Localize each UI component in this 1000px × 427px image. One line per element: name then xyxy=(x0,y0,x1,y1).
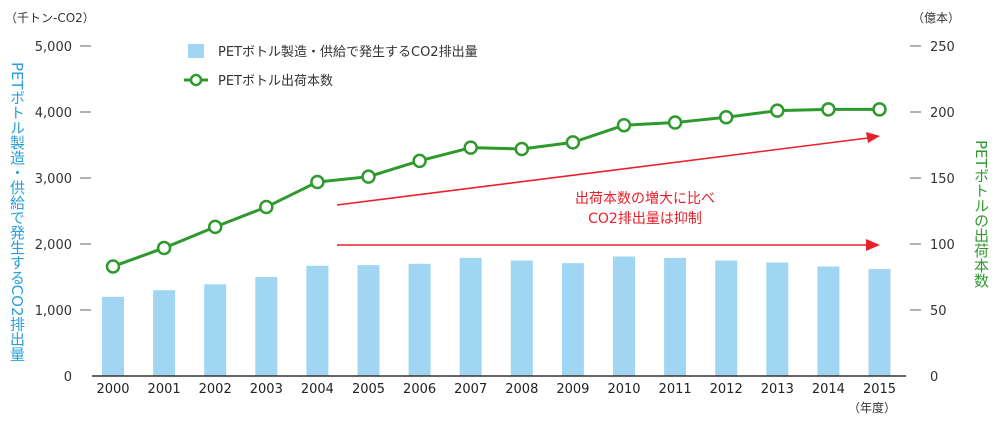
x-tick-label: 2000 xyxy=(96,382,129,397)
right-tick-label: 50 xyxy=(930,304,947,319)
point-2006 xyxy=(412,153,427,169)
bar-2009 xyxy=(561,263,584,376)
point-2012 xyxy=(718,110,734,125)
x-tick-label: 2013 xyxy=(761,382,794,397)
point-2009 xyxy=(565,135,581,150)
legend-bar-label: PETボトル製造・供給で発生するCO2排出量 xyxy=(218,45,478,60)
x-tick-label: 2003 xyxy=(250,382,283,397)
left-tick-label: 4,000 xyxy=(35,106,72,121)
left-axis-label: PETボトル製造・供給で発生するCO2排出量 xyxy=(8,62,26,362)
bar-2010 xyxy=(613,256,635,376)
point-2003 xyxy=(259,199,274,215)
right-tick-label: 100 xyxy=(930,238,955,253)
x-tick-label: 2004 xyxy=(301,382,334,397)
left-tick-label: 5,000 xyxy=(35,40,72,55)
point-2001 xyxy=(156,240,172,256)
x-tick-label: 2012 xyxy=(710,382,743,397)
annotation-line2: CO2排出量は抑制 xyxy=(588,211,702,227)
bar-2006 xyxy=(408,263,431,376)
point-2011 xyxy=(667,115,683,130)
right-tick-label: 200 xyxy=(930,106,955,121)
x-tick-label: 2005 xyxy=(352,382,385,397)
x-tick-label: 2007 xyxy=(454,382,487,397)
point-2007 xyxy=(463,140,478,155)
annotation-arrow-rising xyxy=(336,137,869,206)
right-axis-label: PETボトルの出荷本数 xyxy=(972,140,990,288)
left-tick-label: 0 xyxy=(64,370,72,385)
shipments-line xyxy=(112,107,880,268)
right-axis-unit: （億本） xyxy=(912,11,960,25)
x-tick-label: 2015 xyxy=(863,382,896,397)
bar-2011 xyxy=(664,257,687,376)
x-tick-label: 2010 xyxy=(607,382,640,397)
point-2000 xyxy=(105,259,121,274)
point-2008 xyxy=(514,141,530,157)
legend-bar-swatch xyxy=(188,44,204,58)
legend-line-marker xyxy=(189,73,203,87)
point-2005 xyxy=(361,169,376,184)
x-tick-label: 2008 xyxy=(505,382,538,397)
bar-2002 xyxy=(204,284,227,376)
bar-2003 xyxy=(255,277,278,376)
right-tick-label: 250 xyxy=(930,40,955,55)
annotation-arrowhead-rising xyxy=(866,132,880,143)
right-tick-label: 150 xyxy=(930,172,955,187)
right-tick-label: 0 xyxy=(930,370,938,385)
x-tick-label: 2014 xyxy=(812,382,845,397)
point-2010 xyxy=(616,117,632,133)
x-tick-label: 2001 xyxy=(148,382,181,397)
point-2014 xyxy=(821,102,836,117)
point-2002 xyxy=(207,219,223,235)
left-tick-label: 1,000 xyxy=(35,304,72,319)
bar-2007 xyxy=(459,257,482,376)
x-tick-label: 2009 xyxy=(556,382,589,397)
point-2013 xyxy=(770,103,785,118)
bar-2012 xyxy=(715,260,738,376)
left-tick-label: 2,000 xyxy=(35,238,72,253)
x-tick-label: 2006 xyxy=(403,382,436,397)
x-tick-label: 2011 xyxy=(659,382,692,397)
point-2004 xyxy=(310,174,325,190)
bar-2013 xyxy=(766,262,789,376)
bar-2014 xyxy=(817,266,840,376)
point-2015 xyxy=(872,102,887,117)
bar-2000 xyxy=(102,296,124,376)
annotation-arrowhead-flat xyxy=(866,239,880,251)
bar-2015 xyxy=(868,269,891,376)
bar-2005 xyxy=(357,265,380,376)
bar-2001 xyxy=(153,290,176,376)
x-tick-label: 2002 xyxy=(199,382,232,397)
x-axis-unit: （年度） xyxy=(848,400,896,415)
bar-2008 xyxy=(510,260,533,376)
annotation-line1: 出荷本数の増大に比べ xyxy=(575,191,715,207)
legend-line-label: PETボトル出荷本数 xyxy=(218,74,333,89)
bar-2004 xyxy=(306,265,329,376)
left-tick-label: 3,000 xyxy=(35,172,72,187)
left-axis-unit: （千トン-CO2） xyxy=(5,11,95,25)
